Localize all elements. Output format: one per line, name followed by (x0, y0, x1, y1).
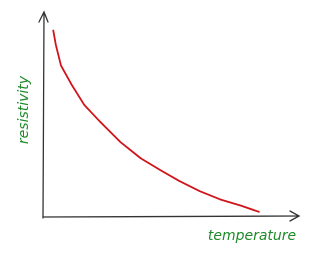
axes (38, 10, 301, 222)
x-axis-label: temperature (208, 228, 296, 244)
x-axis (42, 215, 300, 218)
y-axis (42, 12, 45, 219)
y-axis-label: resistivity (16, 75, 32, 144)
x-axis-arrow (289, 210, 301, 222)
y-axis-arrow (38, 10, 49, 23)
curve (52, 29, 260, 213)
